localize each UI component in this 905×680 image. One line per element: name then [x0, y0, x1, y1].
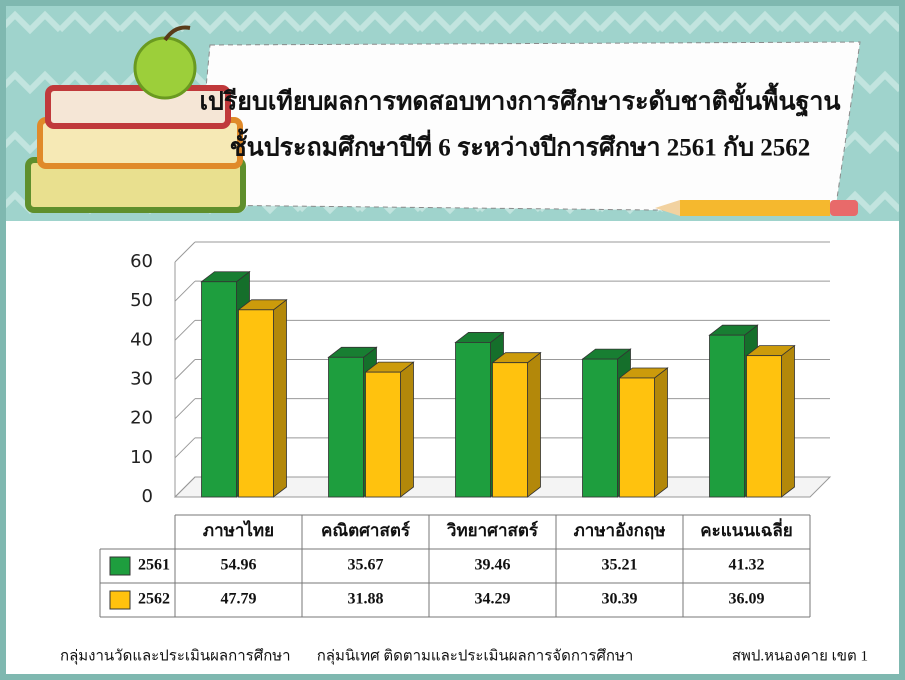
y-tick-label: 20: [130, 408, 153, 429]
pencil: [655, 200, 858, 216]
footer-text: สพป.หนองคาย เขต 1: [732, 648, 868, 664]
bar-side: [273, 299, 287, 498]
bar-side: [527, 351, 541, 498]
grid-line: [174, 476, 196, 498]
grid-line: [174, 398, 196, 420]
table-value: 54.96: [221, 557, 257, 574]
y-tick-label: 0: [142, 486, 153, 507]
table-value: 35.67: [348, 557, 384, 574]
banner: [194, 41, 861, 213]
bar: [365, 371, 401, 498]
bar: [455, 342, 491, 498]
grid-line: [174, 437, 196, 459]
footer-text: กลุ่มงานวัดและประเมินผลการศึกษา: [60, 647, 291, 665]
grid-line: [174, 319, 196, 341]
bar: [709, 334, 745, 498]
bar: [328, 356, 364, 498]
bar: [746, 355, 782, 498]
table-value: 41.32: [729, 557, 765, 574]
bar: [201, 281, 237, 498]
table-value: 34.29: [475, 591, 511, 608]
footer-text: กลุ่มนิเทศ ติดตามและประเมินผลการจัดการศึ…: [317, 647, 634, 665]
bar: [238, 309, 274, 498]
books: [25, 25, 246, 213]
y-tick-label: 10: [130, 447, 153, 468]
bar-side: [781, 344, 795, 498]
grid-line: [174, 241, 196, 263]
x-tick-label: วิทยาศาสตร์: [446, 520, 538, 540]
table-value: 31.88: [348, 591, 384, 608]
y-tick-label: 60: [130, 251, 153, 272]
grid-line: [174, 280, 196, 302]
grid-line: [174, 359, 196, 380]
bar: [619, 377, 655, 498]
legend-label: 2562: [138, 591, 170, 608]
y-tick-label: 40: [130, 329, 153, 350]
y-tick-label: 30: [130, 369, 153, 390]
bar: [492, 362, 528, 498]
table-value: 35.21: [602, 557, 638, 574]
bar-side: [400, 361, 414, 498]
x-tick-label: คะแนนเฉลี่ย: [700, 518, 792, 540]
legend-swatch: [109, 590, 131, 610]
x-tick-label: ภาษาอังกฤษ: [574, 521, 666, 540]
table-value: 47.79: [221, 591, 257, 608]
legend-label: 2561: [138, 557, 170, 574]
x-tick-label: ภาษาไทย: [203, 520, 274, 540]
bar-side: [654, 367, 668, 498]
legend-swatch: [109, 556, 131, 576]
table-value: 39.46: [475, 557, 511, 574]
x-tick-label: คณิตศาสตร์: [321, 520, 411, 540]
bar: [582, 358, 618, 498]
y-tick-label: 50: [130, 290, 153, 311]
table-value: 36.09: [729, 591, 765, 608]
table-value: 30.39: [602, 591, 638, 608]
